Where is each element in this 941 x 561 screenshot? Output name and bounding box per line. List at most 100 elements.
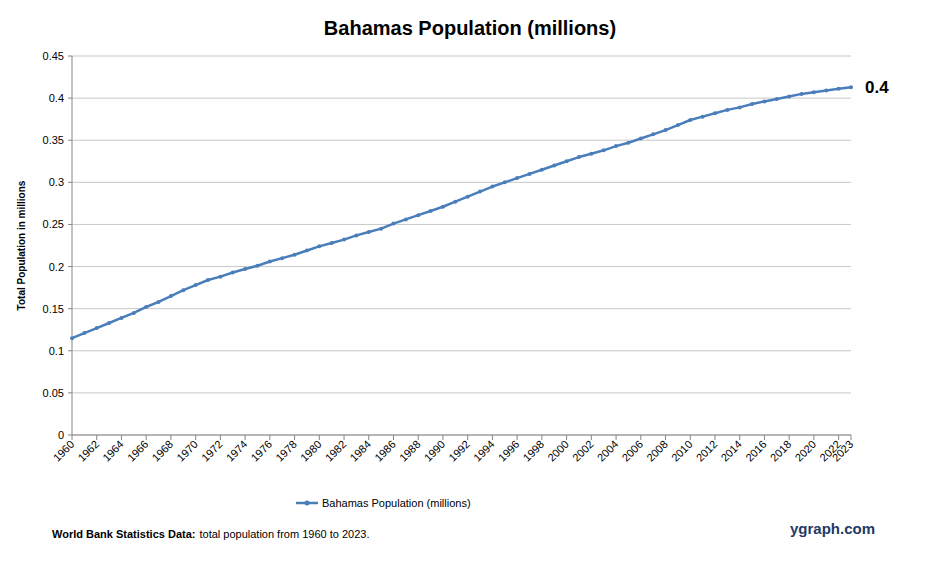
series-marker: [490, 185, 494, 189]
series-marker: [243, 267, 247, 271]
x-tick: [566, 435, 567, 440]
x-tick-label: 2006: [619, 438, 645, 464]
y-tick: [68, 140, 72, 141]
y-tick: [68, 98, 72, 99]
series-marker: [82, 331, 86, 335]
series-marker: [466, 195, 470, 199]
series-marker: [391, 222, 395, 226]
x-tick: [170, 435, 171, 440]
x-tick: [851, 435, 852, 440]
x-tick: [739, 435, 740, 440]
x-tick: [220, 435, 221, 440]
grid-line: [72, 435, 851, 436]
x-tick: [789, 435, 790, 440]
x-tick: [319, 435, 320, 440]
series-marker: [688, 118, 692, 122]
series-marker: [132, 311, 136, 315]
x-tick: [72, 435, 73, 440]
grid-line: [72, 266, 851, 267]
series-marker: [626, 141, 630, 145]
series-line: [72, 87, 851, 338]
x-tick: [764, 435, 765, 440]
series-marker: [218, 275, 222, 279]
y-tick-label: 0.2: [49, 261, 64, 273]
x-tick: [442, 435, 443, 440]
x-tick: [467, 435, 468, 440]
x-tick-label: 1980: [298, 438, 324, 464]
x-tick-label: 2002: [570, 438, 596, 464]
watermark: ygraph.com: [790, 520, 875, 537]
x-tick-label: 1972: [199, 438, 225, 464]
series-marker: [280, 256, 284, 260]
x-tick-label: 1998: [520, 438, 546, 464]
series-marker: [293, 253, 297, 257]
y-tick-label: 0.4: [49, 92, 64, 104]
x-tick-label: 2000: [545, 438, 571, 464]
x-tick-label: 1978: [273, 438, 299, 464]
series-marker: [119, 316, 123, 320]
series-marker: [565, 159, 569, 163]
x-tick: [418, 435, 419, 440]
x-tick: [591, 435, 592, 440]
x-tick-label: 1990: [422, 438, 448, 464]
series-marker: [453, 200, 457, 204]
series-marker: [441, 205, 445, 209]
x-tick-label: 1966: [125, 438, 151, 464]
x-tick-label: 2023: [830, 438, 856, 464]
y-axis-label: Total Population in millions: [16, 180, 27, 310]
x-tick: [541, 435, 542, 440]
y-tick: [68, 350, 72, 351]
x-tick-label: 1960: [51, 438, 77, 464]
x-tick: [294, 435, 295, 440]
x-tick: [690, 435, 691, 440]
chart: Bahamas Population (millions)00.050.10.1…: [0, 0, 941, 561]
series-marker: [676, 123, 680, 127]
grid-line: [72, 308, 851, 309]
background: [0, 0, 941, 561]
x-tick-label: 1994: [471, 438, 497, 464]
series-marker: [255, 264, 259, 268]
x-tick-label: 2014: [718, 438, 744, 464]
y-tick: [68, 266, 72, 267]
series-marker: [750, 102, 754, 106]
x-tick-label: 2004: [595, 438, 621, 464]
series-marker: [206, 278, 210, 282]
series-marker: [231, 270, 235, 274]
x-tick: [245, 435, 246, 440]
x-tick: [517, 435, 518, 440]
series-marker: [651, 132, 655, 136]
series-marker: [317, 244, 321, 248]
series-marker: [305, 249, 309, 253]
x-tick: [665, 435, 666, 440]
series-marker: [429, 209, 433, 213]
x-tick: [838, 435, 839, 440]
series-marker: [379, 227, 383, 231]
series-marker: [552, 163, 556, 167]
series-marker: [169, 294, 173, 298]
x-tick-label: 2010: [669, 438, 695, 464]
series-marker: [577, 155, 581, 159]
legend-label: Bahamas Population (millions): [322, 497, 471, 509]
x-tick: [368, 435, 369, 440]
chart-title: Bahamas Population (millions): [324, 17, 616, 39]
x-tick: [121, 435, 122, 440]
x-tick-label: 1968: [150, 438, 176, 464]
series-marker: [416, 213, 420, 217]
x-tick-label: 1964: [100, 438, 126, 464]
x-tick: [492, 435, 493, 440]
series-marker: [639, 137, 643, 141]
series-marker: [812, 90, 816, 94]
legend-marker: [305, 501, 310, 506]
x-tick-label: 1984: [347, 438, 373, 464]
grid-line: [72, 392, 851, 393]
y-tick-label: 0.1: [49, 345, 64, 357]
x-tick: [344, 435, 345, 440]
series-marker: [515, 176, 519, 180]
y-axis: [72, 56, 73, 435]
x-tick: [714, 435, 715, 440]
x-tick-label: 2020: [793, 438, 819, 464]
series-marker: [367, 230, 371, 234]
series-marker: [503, 180, 507, 184]
x-tick-label: 1974: [224, 438, 250, 464]
y-tick: [68, 435, 72, 436]
